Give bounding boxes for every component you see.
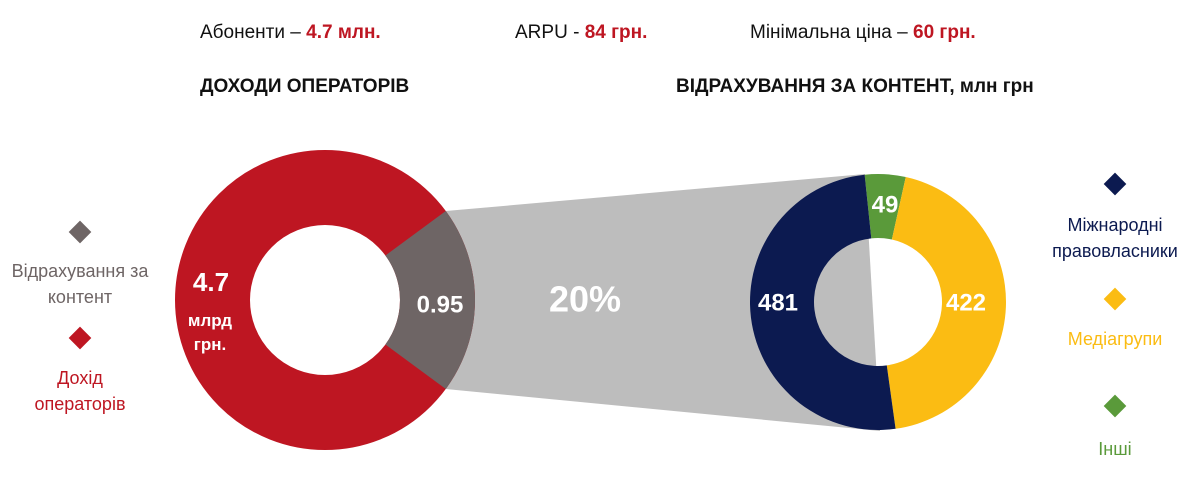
total-unit: млрд грн. — [187, 311, 233, 354]
legend-label: Інші — [1098, 439, 1132, 459]
chart-title: ДОХОДИ ОПЕРАТОРІВ — [200, 76, 410, 97]
header-value: 60 грн. — [913, 22, 976, 43]
value-label: 49 — [872, 191, 899, 218]
header-label: ARPU - — [515, 22, 580, 43]
value-label: 481 — [758, 289, 798, 316]
share-label: 20% — [549, 279, 621, 320]
header-item: ARPU - 84 грн. — [515, 22, 647, 44]
legend-label: Міжнародні правовласники — [1052, 215, 1178, 261]
value-label: 0.95 — [417, 291, 464, 318]
donut-segment — [750, 174, 896, 430]
header-item: Абоненти – 4.7 млн. — [200, 22, 381, 44]
legend-label: Медіагрупи — [1067, 329, 1163, 349]
donut-segment — [886, 177, 1006, 429]
header-value: 84 грн. — [584, 22, 648, 43]
legend-label: Відрахування за контент — [11, 261, 149, 307]
total-label: 4.7 — [193, 267, 229, 297]
chart-title: ВІДРАХУВАННЯ ЗА КОНТЕНТ, млн грн — [676, 76, 1034, 97]
header-value: 4.7 млн. — [306, 22, 381, 43]
donut-segment — [864, 174, 906, 240]
header-item: Мінімальна ціна – 60 грн. — [750, 22, 976, 44]
legend-label: Дохід операторів — [34, 368, 126, 414]
header-label: Мінімальна ціна – — [750, 22, 908, 43]
donut-slice — [385, 211, 475, 389]
value-label: 422 — [946, 289, 986, 316]
header-label: Абоненти – — [200, 22, 301, 43]
